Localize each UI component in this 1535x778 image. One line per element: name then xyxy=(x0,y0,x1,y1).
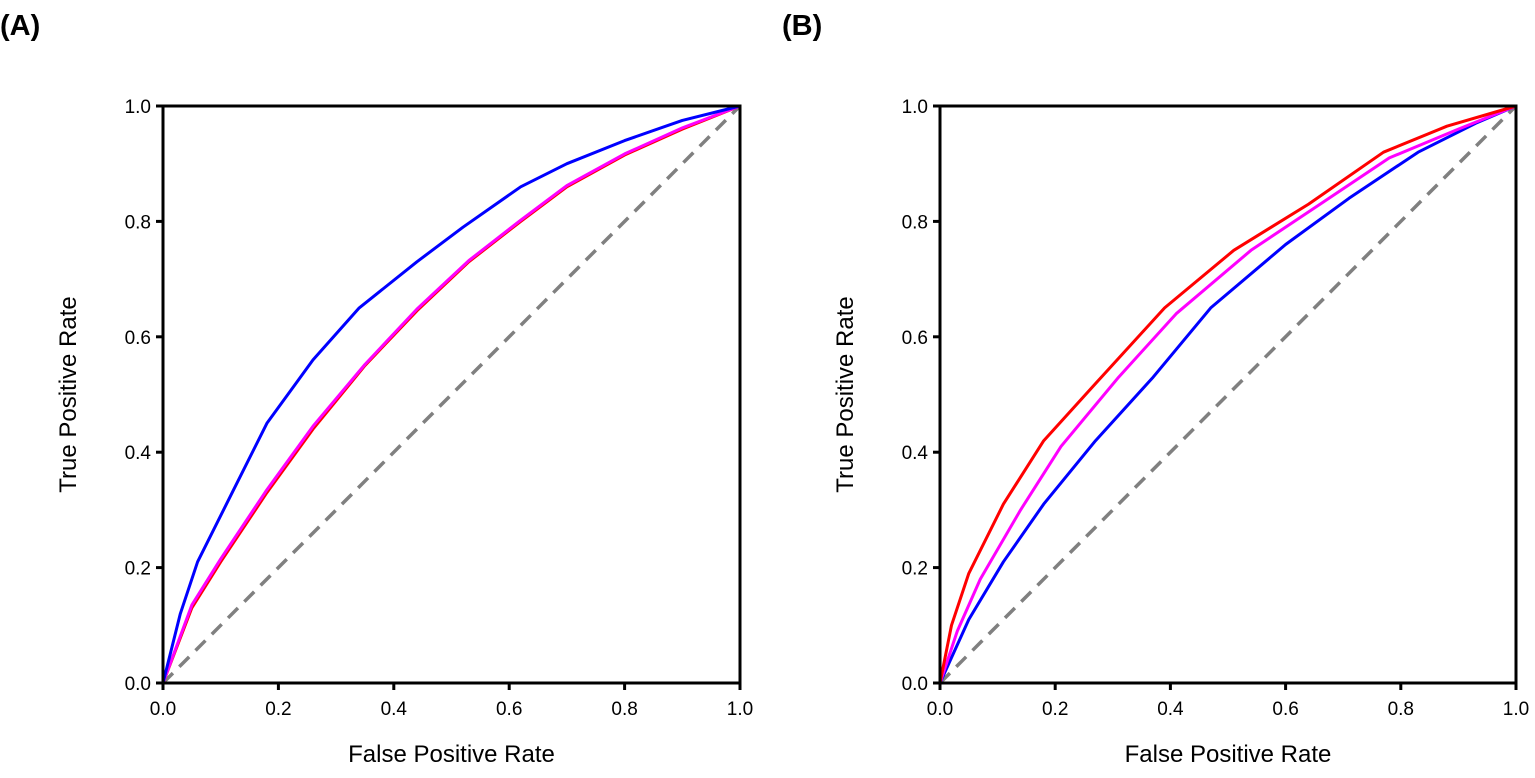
y-tick-label: 0.6 xyxy=(125,328,151,349)
series-line-chance xyxy=(161,104,742,685)
series-line-magenta xyxy=(161,104,741,684)
y-tick-label: 0.4 xyxy=(125,443,152,464)
y-tick-label: 0.2 xyxy=(125,559,151,580)
x-tick-label: 0.6 xyxy=(496,699,522,720)
series-line-magenta xyxy=(938,104,1517,684)
panel-label: (A) xyxy=(0,10,40,42)
x-tick-label: 1.0 xyxy=(727,699,753,720)
y-tick-label: 0.2 xyxy=(902,559,928,580)
plot-frame xyxy=(161,104,742,685)
series-line-blue xyxy=(161,104,741,684)
x-tick-label: 1.0 xyxy=(1503,699,1529,720)
y-tick-label: 1.0 xyxy=(125,97,151,118)
panel-b: (B) 0.0 0.2 0.4 0.6 0.8 1.0 0.0 0.2 0.4 0.6 0.8 1.0 F… xyxy=(782,10,1529,768)
series-line-red xyxy=(938,104,1517,684)
y-axis-label: True Positive Rate xyxy=(55,296,82,493)
x-tick-label: 0.0 xyxy=(927,699,953,720)
x-tick-label: 0.0 xyxy=(150,699,176,720)
x-tick-label: 0.6 xyxy=(1272,699,1298,720)
x-tick-label: 0.2 xyxy=(1042,699,1068,720)
panel-a: (A) 0.0 0.2 0.4 0.6 0.8 1.0 0.0 0.2 0.4 0.6 0.8 1.0 F… xyxy=(0,10,753,768)
series-line-blue xyxy=(938,104,1517,684)
x-tick-label: 0.4 xyxy=(1157,699,1184,720)
x-tick-label: 0.2 xyxy=(265,699,291,720)
x-axis-label: False Positive Rate xyxy=(1125,741,1332,768)
y-tick-label: 0.8 xyxy=(902,212,928,233)
plot-frame xyxy=(938,104,1518,685)
x-tick-label: 0.8 xyxy=(1388,699,1414,720)
x-axis-label: False Positive Rate xyxy=(348,741,555,768)
panel-label: (B) xyxy=(782,10,822,42)
y-tick-label: 0.8 xyxy=(125,212,151,233)
y-axis-label: True Positive Rate xyxy=(832,296,859,493)
y-tick-label: 0.0 xyxy=(125,674,151,695)
series-line-chance xyxy=(938,104,1518,685)
y-tick-label: 1.0 xyxy=(902,97,928,118)
y-tick-label: 0.0 xyxy=(902,674,928,695)
y-tick-label: 0.4 xyxy=(902,443,929,464)
x-tick-label: 0.8 xyxy=(611,699,637,720)
y-tick-label: 0.6 xyxy=(902,328,928,349)
x-tick-label: 0.4 xyxy=(381,699,408,720)
